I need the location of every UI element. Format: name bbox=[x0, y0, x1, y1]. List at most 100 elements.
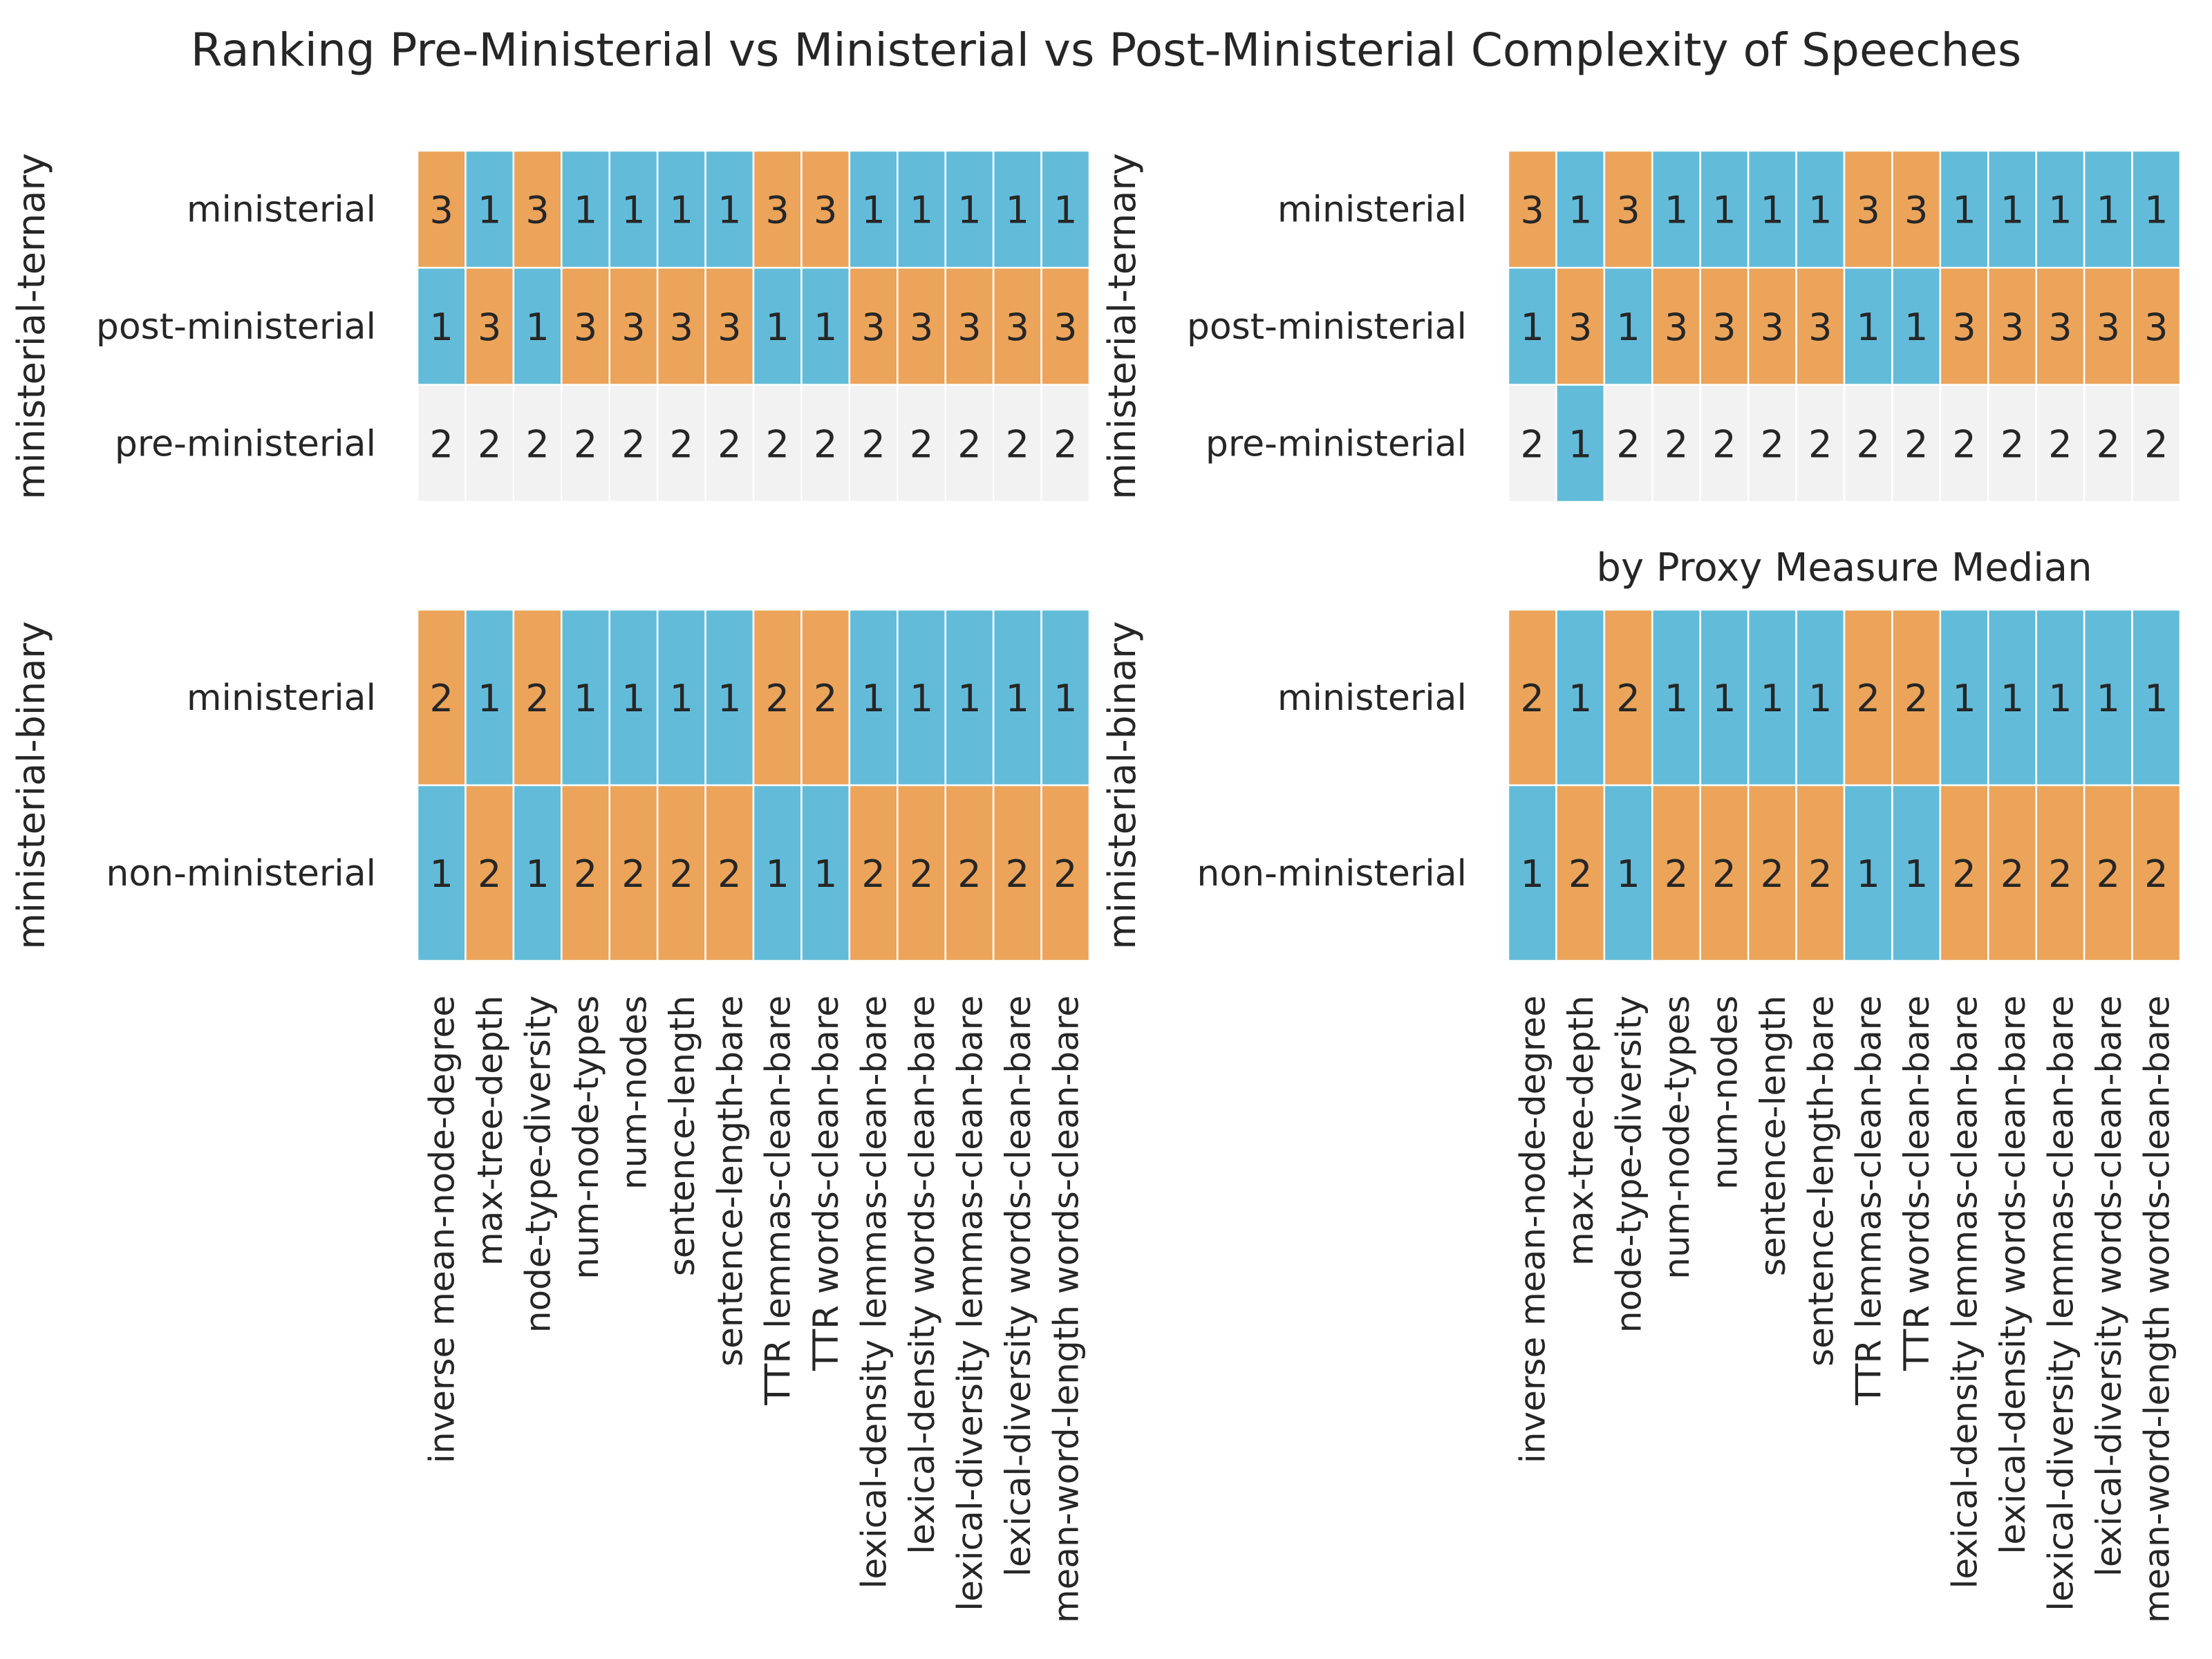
cell-value-label: 3 bbox=[718, 306, 741, 349]
cell-value-label: 2 bbox=[2144, 852, 2168, 896]
cell-value-label: 1 bbox=[1568, 422, 1592, 466]
cell-value-label: 1 bbox=[718, 677, 741, 720]
cell-value-label: 1 bbox=[1857, 306, 1880, 349]
cell-value-label: 1 bbox=[525, 852, 549, 896]
heatmap-cell bbox=[1843, 267, 1893, 386]
cell-value-label: 3 bbox=[2000, 306, 2024, 349]
x-tick-label: TTR words-clean-bare bbox=[1897, 995, 1937, 1371]
heatmap-cell bbox=[2131, 784, 2182, 962]
heatmap-cell bbox=[2131, 384, 2182, 503]
cell-value-label: 2 bbox=[2000, 422, 2024, 466]
x-tick-label: max-tree-depth bbox=[1561, 995, 1601, 1266]
heatmap-cell bbox=[1651, 149, 1701, 269]
heatmap-cell bbox=[704, 384, 755, 503]
x-tick-label: sentence-length bbox=[662, 995, 702, 1276]
cell-value-label: 2 bbox=[525, 677, 549, 720]
cell-value-label: 2 bbox=[2000, 852, 2024, 896]
row-tick-label: post-ministerial bbox=[1187, 306, 1467, 348]
heatmap-cell bbox=[416, 784, 467, 962]
cell-value-label: 2 bbox=[766, 677, 789, 720]
cell-value-label: 1 bbox=[621, 189, 645, 232]
heatmap-cell bbox=[1747, 384, 1797, 503]
cell-value-label: 2 bbox=[574, 422, 597, 466]
heatmap-cell bbox=[1939, 608, 1989, 787]
cell-value-label: 1 bbox=[2000, 677, 2024, 720]
cell-value-label: 2 bbox=[957, 422, 981, 466]
cell-value-label: 3 bbox=[1521, 189, 1544, 232]
cell-value-label: 1 bbox=[957, 189, 981, 232]
heatmap-cell bbox=[1507, 784, 1557, 962]
x-tick-label: sentence-length-bare bbox=[1801, 995, 1841, 1367]
panel-title: by Proxy Measure Median bbox=[1596, 545, 2092, 590]
heatmap-cell bbox=[848, 149, 899, 269]
cell-value-label: 1 bbox=[1761, 677, 1784, 720]
heatmap-cell bbox=[1040, 384, 1091, 503]
heatmap-cell bbox=[1987, 384, 2037, 503]
cell-value-label: 3 bbox=[814, 189, 837, 232]
heatmap-cell bbox=[1843, 149, 1893, 269]
x-tick-label: TTR words-clean-bare bbox=[806, 995, 846, 1371]
y-axis-label: ministerial-binary bbox=[1100, 621, 1144, 950]
cell-value-label: 3 bbox=[430, 189, 453, 232]
heatmap-cell bbox=[848, 384, 899, 503]
cell-value-label: 1 bbox=[2144, 189, 2168, 232]
y-axis-label: ministerial-ternary bbox=[10, 153, 53, 499]
heatmap-cell bbox=[897, 784, 946, 962]
x-tick-label: TTR lemmas-clean-bare bbox=[758, 995, 798, 1406]
heatmap-cell bbox=[1795, 149, 1846, 269]
heatmap-cell bbox=[944, 608, 995, 787]
heatmap-cell bbox=[2083, 267, 2133, 386]
heatmap-cell bbox=[2131, 267, 2182, 386]
row-tick-label: non-ministerial bbox=[1197, 853, 1467, 894]
cell-value-label: 3 bbox=[1568, 306, 1592, 349]
cell-value-label: 1 bbox=[430, 852, 453, 896]
x-tick-label: num-node-types bbox=[566, 995, 606, 1280]
cell-value-label: 3 bbox=[957, 306, 981, 349]
heatmap-cell bbox=[1040, 267, 1091, 386]
cell-value-label: 2 bbox=[2048, 422, 2072, 466]
heatmap-cell bbox=[561, 784, 610, 962]
cell-value-label: 2 bbox=[861, 852, 885, 896]
heatmap-cell bbox=[1555, 784, 1606, 962]
cell-value-label: 1 bbox=[1904, 306, 1928, 349]
cell-value-label: 1 bbox=[957, 677, 981, 720]
cell-value-label: 2 bbox=[957, 852, 981, 896]
heatmap-cell bbox=[944, 784, 995, 962]
heatmap-cell bbox=[561, 608, 610, 787]
cell-value-label: 1 bbox=[861, 677, 885, 720]
row-tick-label: ministerial bbox=[1277, 189, 1467, 231]
heatmap-cell bbox=[1603, 384, 1653, 503]
cell-value-label: 1 bbox=[574, 677, 597, 720]
heatmap-cell bbox=[1891, 608, 1942, 787]
cell-value-label: 2 bbox=[1904, 677, 1928, 720]
cell-value-label: 1 bbox=[766, 852, 789, 896]
cell-value-label: 2 bbox=[1665, 852, 1688, 896]
heatmap-cell bbox=[752, 267, 803, 386]
heatmap-cell bbox=[1699, 384, 1750, 503]
row-tick-label: post-ministerial bbox=[96, 306, 376, 348]
cell-value-label: 2 bbox=[2097, 852, 2120, 896]
heatmap-cell bbox=[800, 267, 851, 386]
cell-value-label: 1 bbox=[621, 677, 645, 720]
cell-value-label: 1 bbox=[718, 189, 741, 232]
heatmap-cell bbox=[1891, 149, 1942, 269]
x-tick-label: mean-word-length words-clean-bare bbox=[1046, 995, 1086, 1623]
x-tick-label: lexical-diversity lemmas-clean-bare bbox=[2041, 995, 2081, 1611]
heatmap-cell bbox=[704, 608, 755, 787]
cell-value-label: 1 bbox=[1952, 677, 1976, 720]
cell-value-label: 1 bbox=[2097, 189, 2120, 232]
heatmap-cell bbox=[704, 267, 755, 386]
heatmap-cell bbox=[2083, 384, 2133, 503]
heatmap-cell bbox=[1939, 267, 1989, 386]
heatmap-cell bbox=[1987, 267, 2037, 386]
cell-value-label: 3 bbox=[861, 306, 885, 349]
cell-value-label: 2 bbox=[670, 422, 693, 466]
heatmap-cell bbox=[656, 149, 706, 269]
row-tick-label: pre-ministerial bbox=[115, 423, 376, 465]
cell-value-label: 2 bbox=[430, 677, 453, 720]
heatmap-cell bbox=[465, 267, 515, 386]
heatmap-cell bbox=[2035, 784, 2086, 962]
cell-value-label: 3 bbox=[1712, 306, 1736, 349]
cell-value-label: 2 bbox=[1712, 422, 1736, 466]
